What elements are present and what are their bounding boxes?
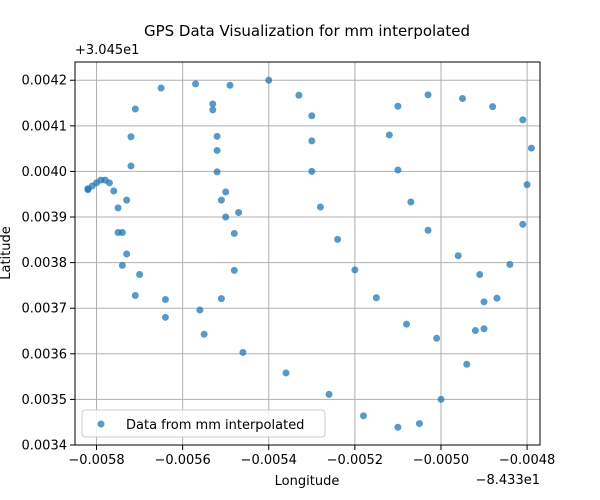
- data-point: [463, 360, 471, 368]
- x-axis-label: Longitude: [275, 474, 340, 489]
- data-point: [123, 250, 131, 258]
- data-point: [424, 91, 432, 99]
- data-point: [489, 103, 497, 111]
- data-point: [213, 146, 221, 154]
- data-point: [415, 420, 423, 428]
- data-point: [454, 252, 462, 260]
- x-axis-offset-label: −8.433e1: [476, 473, 540, 488]
- data-point: [209, 100, 217, 108]
- data-point: [308, 167, 316, 175]
- y-tick-label: 0.0038: [22, 256, 68, 271]
- data-point: [424, 226, 432, 234]
- data-point: [136, 270, 144, 278]
- data-points: [84, 76, 535, 431]
- data-point: [239, 348, 247, 356]
- data-point: [157, 84, 165, 92]
- x-tick-label: −0.0058: [68, 453, 124, 468]
- legend-box: [81, 409, 326, 438]
- data-point: [123, 196, 131, 204]
- data-point: [131, 291, 139, 299]
- grid-lines: [75, 62, 540, 446]
- x-tick-label: −0.0048: [499, 453, 555, 468]
- data-point: [213, 168, 221, 176]
- data-point: [230, 229, 238, 237]
- data-point: [308, 137, 316, 145]
- y-axis-offset-label: +3.045e1: [75, 43, 139, 58]
- data-point: [325, 390, 333, 398]
- data-point: [480, 298, 488, 306]
- y-tick-label: 0.0035: [22, 393, 68, 408]
- data-point: [217, 295, 225, 303]
- y-tick-label: 0.0041: [22, 119, 68, 134]
- data-point: [407, 198, 415, 206]
- data-point: [226, 81, 234, 89]
- data-point: [394, 102, 402, 110]
- data-point: [506, 260, 514, 268]
- data-point: [217, 196, 225, 204]
- data-point: [161, 296, 169, 304]
- data-point: [110, 187, 118, 195]
- data-point: [131, 105, 139, 113]
- data-point: [394, 423, 402, 431]
- data-point: [527, 144, 535, 152]
- data-point: [403, 320, 411, 328]
- x-tick-label: −0.0056: [154, 453, 210, 468]
- data-point: [308, 112, 316, 120]
- x-tick-label: −0.0050: [413, 453, 469, 468]
- plot-area-frame: [74, 61, 541, 446]
- data-point: [519, 220, 527, 228]
- y-tick-label: 0.0036: [22, 347, 68, 362]
- legend-label: Data from mm interpolated: [126, 418, 304, 433]
- data-point: [118, 261, 126, 269]
- data-point: [127, 133, 135, 141]
- data-point: [523, 181, 531, 189]
- data-point: [209, 106, 217, 114]
- x-tick-label: −0.0052: [327, 453, 383, 468]
- y-tick-label: 0.0039: [22, 211, 68, 226]
- data-point: [471, 327, 479, 335]
- data-point: [519, 116, 527, 124]
- y-tick-label: 0.0034: [22, 439, 68, 454]
- legend-marker: [97, 420, 105, 428]
- data-point: [196, 306, 204, 314]
- x-axis-ticks: −0.0058 −0.0056 −0.0054 −0.0052 −0.0050 −0.00…: [68, 445, 555, 468]
- x-tick-label: −0.0054: [241, 453, 297, 468]
- data-point: [235, 208, 243, 216]
- data-point: [265, 76, 273, 84]
- data-point: [394, 166, 402, 174]
- chart-title: GPS Data Visualization for mm interpolat…: [144, 22, 470, 40]
- data-point: [459, 94, 466, 102]
- data-point: [105, 179, 113, 187]
- data-point: [114, 204, 122, 212]
- data-point: [334, 235, 342, 243]
- y-tick-label: 0.0037: [22, 302, 68, 317]
- data-point: [282, 369, 290, 377]
- y-axis-ticks: 0.0034 0.0035 0.0036 0.0037 0.0038 0.0039 0.00…: [22, 74, 75, 454]
- data-point: [213, 132, 221, 140]
- data-point: [437, 395, 445, 403]
- data-point: [127, 162, 135, 170]
- data-point: [372, 294, 380, 302]
- data-point: [295, 91, 303, 99]
- data-point: [480, 325, 488, 333]
- data-point: [118, 229, 126, 237]
- data-point: [316, 203, 324, 211]
- data-point: [200, 330, 208, 338]
- data-point: [433, 334, 441, 342]
- data-point: [385, 131, 393, 139]
- legend: Data from mm interpolated: [81, 409, 326, 438]
- data-point: [192, 80, 200, 88]
- data-point: [351, 266, 359, 274]
- data-point: [493, 294, 501, 302]
- data-point: [476, 270, 484, 278]
- data-point: [230, 266, 238, 274]
- y-tick-label: 0.0040: [22, 165, 68, 180]
- data-point: [359, 412, 367, 420]
- data-point: [222, 213, 230, 221]
- y-axis-label: Latitude: [0, 226, 14, 280]
- data-point: [161, 313, 169, 321]
- y-tick-label: 0.0042: [22, 74, 68, 89]
- data-point: [222, 188, 230, 196]
